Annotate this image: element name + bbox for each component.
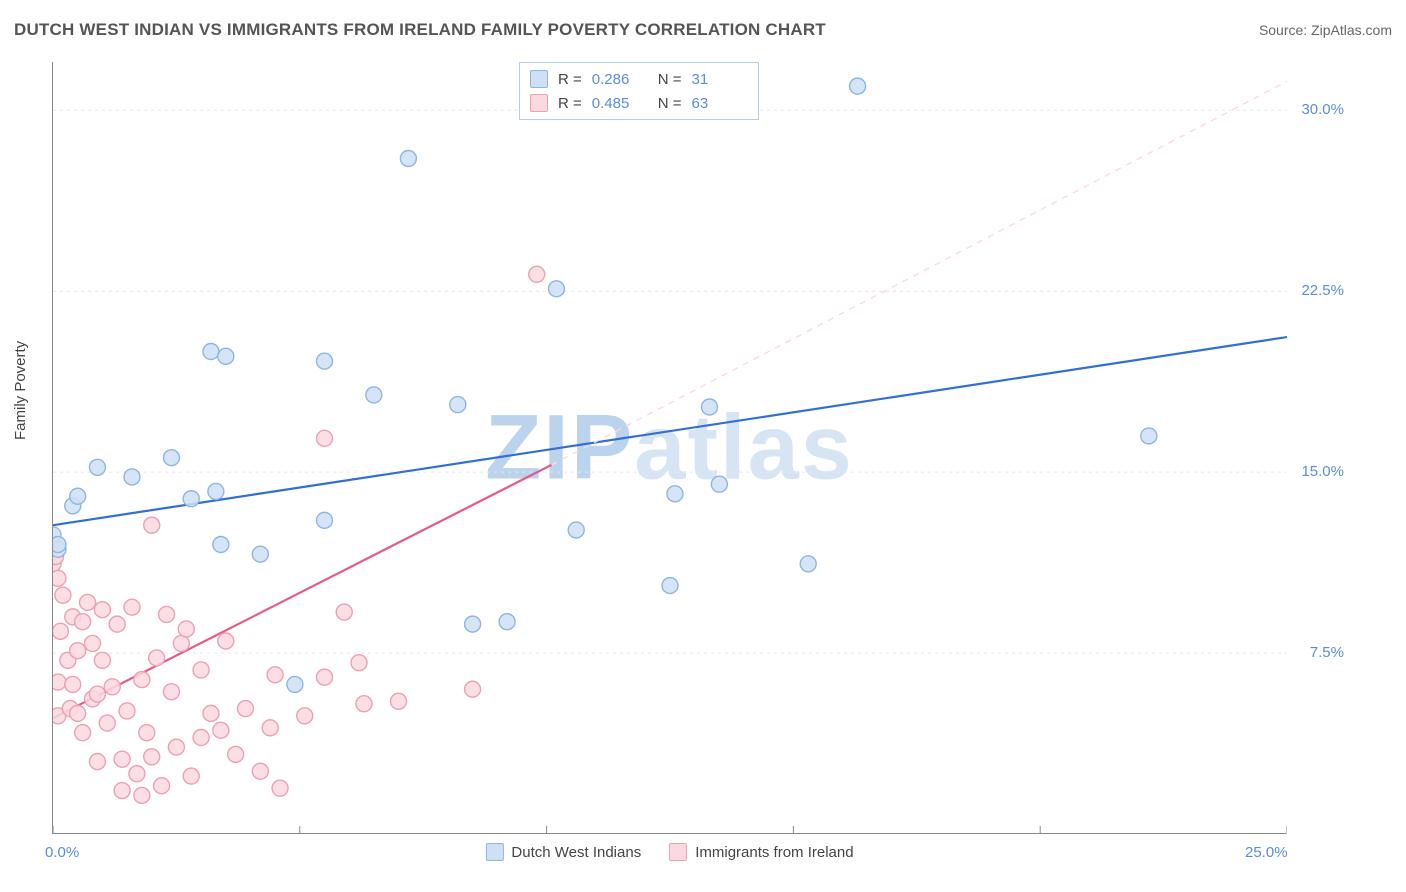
x-tick-label: 0.0% — [45, 844, 79, 861]
r-value-ireland: 0.485 — [592, 95, 648, 112]
r-label: R = — [558, 71, 582, 88]
swatch-ireland — [530, 94, 548, 112]
legend-row-dutch: R = 0.286 N = 31 — [530, 67, 748, 91]
legend-stats: R = 0.286 N = 31 R = 0.485 N = 63 — [519, 62, 759, 120]
y-tick-label: 30.0% — [1301, 101, 1344, 118]
y-tick-label: 7.5% — [1310, 644, 1344, 661]
r-label: R = — [558, 95, 582, 112]
scatter-plot — [53, 62, 1287, 834]
r-value-dutch: 0.286 — [592, 71, 648, 88]
swatch-dutch — [530, 70, 548, 88]
n-value-ireland: 63 — [692, 95, 748, 112]
n-label: N = — [658, 71, 682, 88]
y-tick-label: 22.5% — [1301, 282, 1344, 299]
swatch-dutch — [485, 843, 503, 861]
series-label-dutch: Dutch West Indians — [511, 844, 641, 861]
x-tick-label: 25.0% — [1245, 844, 1288, 861]
chart-area: ZIPatlas R = 0.286 N = 31 R = 0.485 N = … — [52, 62, 1286, 834]
legend-item-ireland: Immigrants from Ireland — [669, 843, 853, 861]
series-label-ireland: Immigrants from Ireland — [695, 844, 853, 861]
legend-series: Dutch West Indians Immigrants from Irela… — [485, 843, 853, 861]
legend-row-ireland: R = 0.485 N = 63 — [530, 91, 748, 115]
y-axis-label: Family Poverty — [12, 341, 29, 440]
swatch-ireland — [669, 843, 687, 861]
chart-title: DUTCH WEST INDIAN VS IMMIGRANTS FROM IRE… — [14, 20, 826, 40]
source-label: Source: ZipAtlas.com — [1259, 22, 1392, 38]
n-value-dutch: 31 — [692, 71, 748, 88]
legend-item-dutch: Dutch West Indians — [485, 843, 641, 861]
chart-container: DUTCH WEST INDIAN VS IMMIGRANTS FROM IRE… — [0, 0, 1406, 892]
n-label: N = — [658, 95, 682, 112]
y-tick-label: 15.0% — [1301, 463, 1344, 480]
